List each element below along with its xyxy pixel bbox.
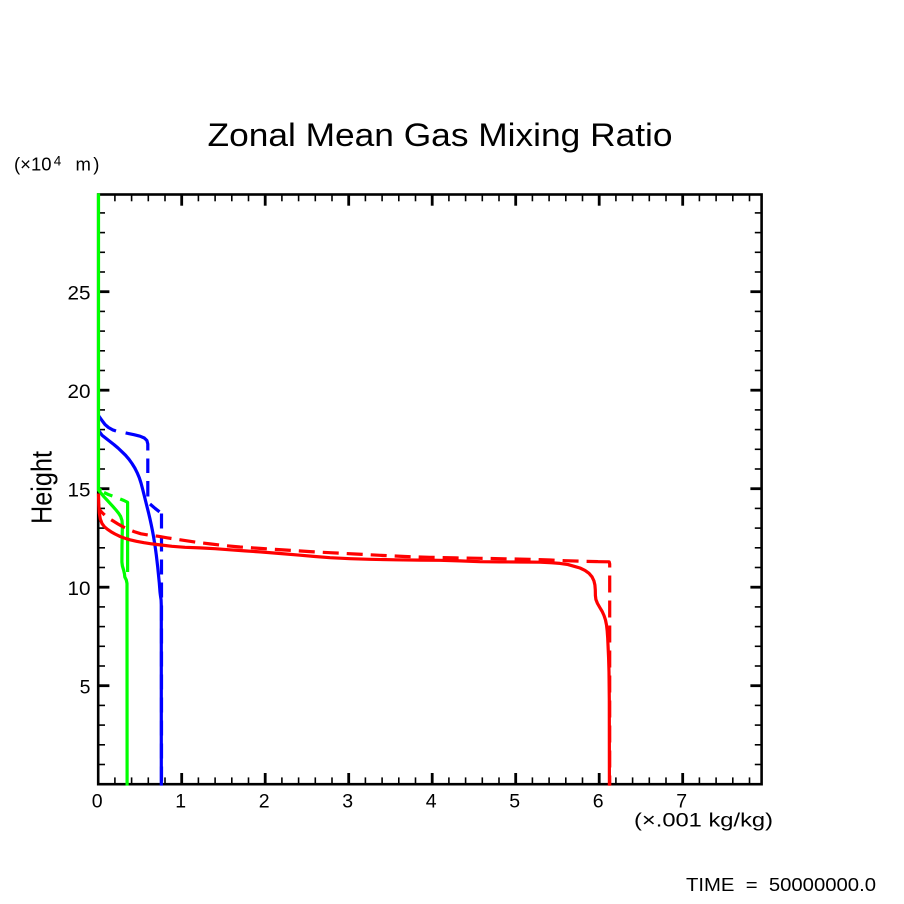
svg-text:TIME = 50000000.0: TIME = 50000000.0 [686,874,876,895]
svg-text:6: 6 [593,790,604,812]
svg-text:(×10: (×10 [14,154,52,175]
svg-text:4: 4 [426,790,437,812]
svg-text:10: 10 [68,578,91,600]
svg-text:3: 3 [342,790,353,812]
svg-text:4: 4 [54,154,62,169]
svg-text:15: 15 [68,479,91,501]
svg-text:20: 20 [68,381,91,403]
svg-text:1: 1 [175,790,186,812]
svg-text:Height: Height [27,451,59,524]
svg-text:7: 7 [676,790,687,812]
svg-text:5: 5 [80,676,91,698]
svg-text:25: 25 [68,282,91,304]
svg-text:5: 5 [509,790,520,812]
svg-text:(×.001 kg/kg): (×.001 kg/kg) [634,811,773,832]
svg-text:0: 0 [92,790,103,812]
svg-text:Zonal Mean Gas Mixing Ratio: Zonal Mean Gas Mixing Ratio [208,117,673,153]
svg-text:2: 2 [259,790,270,812]
svg-text:m): m) [76,154,102,175]
